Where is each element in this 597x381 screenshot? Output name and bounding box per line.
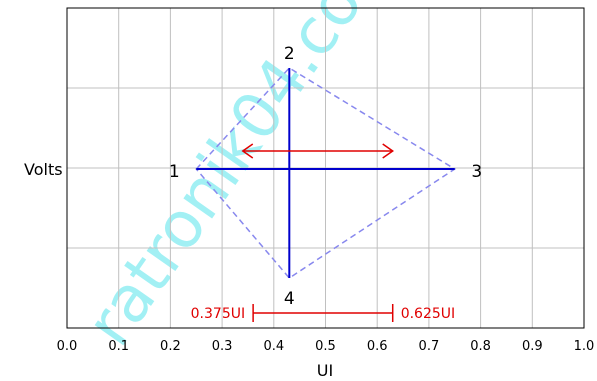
x-tick-label: 0.9: [522, 339, 543, 354]
arrow-right-head: [382, 143, 395, 159]
point-label-4: 4: [284, 289, 295, 309]
x-tick-label: 0.2: [160, 339, 181, 354]
marker-right-label: 0.625UI: [401, 306, 455, 322]
arrow-left-head: [241, 143, 254, 159]
x-tick-label: 0.8: [470, 339, 491, 354]
marker-left-label: 0.375UI: [191, 306, 245, 322]
x-tick-label: 0.0: [57, 339, 78, 354]
point-label-2: 2: [284, 44, 295, 64]
ui-marker-bracket: [252, 304, 394, 322]
y-axis-label: Volts: [24, 160, 63, 179]
x-tick-label: 0.7: [419, 339, 440, 354]
x-tick-label: 1.0: [574, 339, 595, 354]
double-arrow: [241, 143, 395, 159]
x-tick-label: 0.1: [108, 339, 129, 354]
point-label-3: 3: [471, 162, 482, 182]
x-tick-label: 0.6: [367, 339, 388, 354]
x-tick-labels: 0.0 0.1 0.2 0.3 0.4 0.5 0.6 0.7 0.8 0.9 1.0: [57, 339, 595, 354]
x-tick-label: 0.4: [263, 339, 284, 354]
point-label-1: 1: [169, 162, 180, 182]
x-axis-label: UI: [317, 361, 333, 380]
plot-frame: [66, 7, 585, 329]
x-tick-label: 0.3: [212, 339, 233, 354]
x-tick-label: 0.5: [315, 339, 336, 354]
